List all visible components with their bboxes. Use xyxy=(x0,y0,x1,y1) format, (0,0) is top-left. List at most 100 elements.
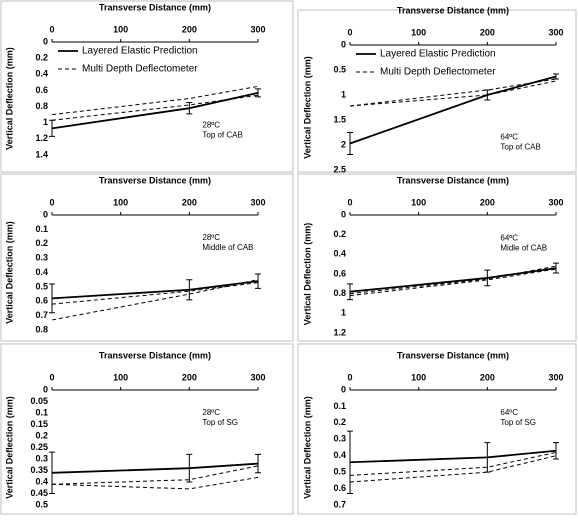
y-tick-label: 0.25 xyxy=(30,442,48,452)
x-tick-label: 0 xyxy=(49,197,54,207)
y-tick-label: 1.5 xyxy=(333,114,346,124)
series-line xyxy=(51,476,259,490)
legend-label: Multi Depth Deflectometer xyxy=(380,67,496,78)
y-axis-label: Vertical Deflection (mm) xyxy=(302,223,312,326)
series-line xyxy=(349,451,557,476)
chart-title: Transverse Distance (mm) xyxy=(397,175,509,185)
y-tick-label: 0.6 xyxy=(35,85,48,95)
x-tick-label: 0 xyxy=(49,24,54,34)
y-tick-label: 0 xyxy=(341,209,346,219)
panel-frame xyxy=(297,343,577,515)
annotation: 28ºC xyxy=(202,121,220,130)
y-axis-label: Vertical Deflection (mm) xyxy=(302,56,312,159)
y-tick-label: 0.5 xyxy=(35,281,48,291)
chart-panel: Transverse Distance (mm) Vertical Deflect… xyxy=(297,343,577,515)
legend-label: Layered Elastic Prediction xyxy=(82,46,198,57)
y-tick-label: 0.7 xyxy=(333,499,346,509)
y-tick-label: 0.4 xyxy=(35,476,48,486)
y-tick-label: 0.6 xyxy=(333,483,346,493)
y-tick-label: 0.7 xyxy=(35,310,48,320)
y-tick-label: 0.8 xyxy=(333,288,346,298)
chart-panel: Transverse Distance (mm) Vertical Deflect… xyxy=(0,343,294,515)
chart-panel: Transverse Distance (mm) Vertical Deflect… xyxy=(297,173,577,342)
y-tick-label: 0.4 xyxy=(333,249,346,259)
y-tick-label: 0.2 xyxy=(35,430,48,440)
y-tick-label: 0.4 xyxy=(35,267,48,277)
series-line xyxy=(349,268,557,297)
legend-label: Layered Elastic Prediction xyxy=(380,49,496,60)
x-tick-label: 200 xyxy=(480,197,495,207)
x-tick-label: 0 xyxy=(347,372,352,382)
chart-title: Transverse Distance (mm) xyxy=(99,2,211,12)
y-tick-label: 0.1 xyxy=(333,401,346,411)
annotation: Midle of CAB xyxy=(500,244,547,253)
x-tick-label: 100 xyxy=(411,27,426,37)
x-tick-label: 100 xyxy=(113,197,128,207)
x-tick-label: 0 xyxy=(347,27,352,37)
error-bar xyxy=(347,430,353,494)
x-tick-label: 300 xyxy=(548,372,563,382)
series-line xyxy=(349,455,557,483)
x-tick-label: 200 xyxy=(480,27,495,37)
error-bar xyxy=(553,262,559,274)
y-tick-label: 0.3 xyxy=(35,253,48,263)
y-tick-label: 0.5 xyxy=(35,499,48,509)
y-tick-label: 0.6 xyxy=(35,296,48,306)
error-bar xyxy=(49,451,55,494)
y-tick-label: 1.4 xyxy=(35,149,48,159)
y-tick-label: 0.35 xyxy=(30,465,48,475)
panel-frame xyxy=(0,343,294,515)
y-tick-label: 0 xyxy=(43,384,48,394)
series-line xyxy=(349,80,557,107)
annotation: Top of CAB xyxy=(500,143,540,152)
error-bar xyxy=(186,102,193,115)
error-bar xyxy=(255,88,261,98)
x-tick-label: 300 xyxy=(250,197,265,207)
y-tick-label: 2 xyxy=(341,139,346,149)
annotation: 28ºC xyxy=(202,408,220,417)
x-tick-label: 300 xyxy=(250,372,265,382)
y-tick-label: 0.2 xyxy=(35,53,48,63)
y-axis-label: Vertical Deflection (mm) xyxy=(302,396,312,499)
y-tick-label: 1 xyxy=(341,89,346,99)
error-bar xyxy=(553,442,559,460)
annotation: 64ºC xyxy=(500,408,518,417)
error-bar xyxy=(484,269,491,287)
error-bar xyxy=(49,283,55,314)
panel-frame xyxy=(0,0,294,173)
chart-panel: Transverse Distance (mm) Vertical Deflect… xyxy=(0,0,294,173)
x-tick-label: 100 xyxy=(113,372,128,382)
series-line xyxy=(51,94,259,121)
y-tick-label: 0 xyxy=(43,209,48,219)
annotation: 64ºC xyxy=(500,234,518,243)
panel-frame xyxy=(297,9,577,173)
y-tick-label: 0.5 xyxy=(333,467,346,477)
error-bar xyxy=(255,453,261,474)
x-tick-label: 0 xyxy=(347,197,352,207)
y-tick-label: 0 xyxy=(341,384,346,394)
error-bar xyxy=(255,273,261,289)
y-tick-label: 0.05 xyxy=(30,396,48,406)
y-tick-label: 0.5 xyxy=(333,64,346,74)
series-line xyxy=(51,465,259,485)
chart-title: Transverse Distance (mm) xyxy=(99,175,211,185)
y-tick-label: 1 xyxy=(341,308,346,318)
y-axis-label: Vertical Deflection (mm) xyxy=(4,396,14,499)
x-tick-label: 200 xyxy=(182,24,197,34)
x-tick-label: 200 xyxy=(182,197,197,207)
error-bar xyxy=(186,279,193,301)
y-tick-label: 0.1 xyxy=(35,407,48,417)
y-tick-label: 1.2 xyxy=(333,327,346,337)
y-tick-label: 0.6 xyxy=(333,268,346,278)
chart-title: Transverse Distance (mm) xyxy=(397,350,509,360)
y-tick-label: 0.15 xyxy=(30,419,48,429)
y-tick-label: 0.3 xyxy=(333,434,346,444)
series-line xyxy=(349,78,557,107)
y-tick-label: 0.2 xyxy=(35,238,48,248)
y-tick-label: 0.2 xyxy=(333,229,346,239)
annotation: Middle of CAB xyxy=(202,243,253,252)
x-tick-label: 300 xyxy=(250,24,265,34)
annotation: 64ºC xyxy=(500,133,518,142)
x-tick-label: 100 xyxy=(411,197,426,207)
